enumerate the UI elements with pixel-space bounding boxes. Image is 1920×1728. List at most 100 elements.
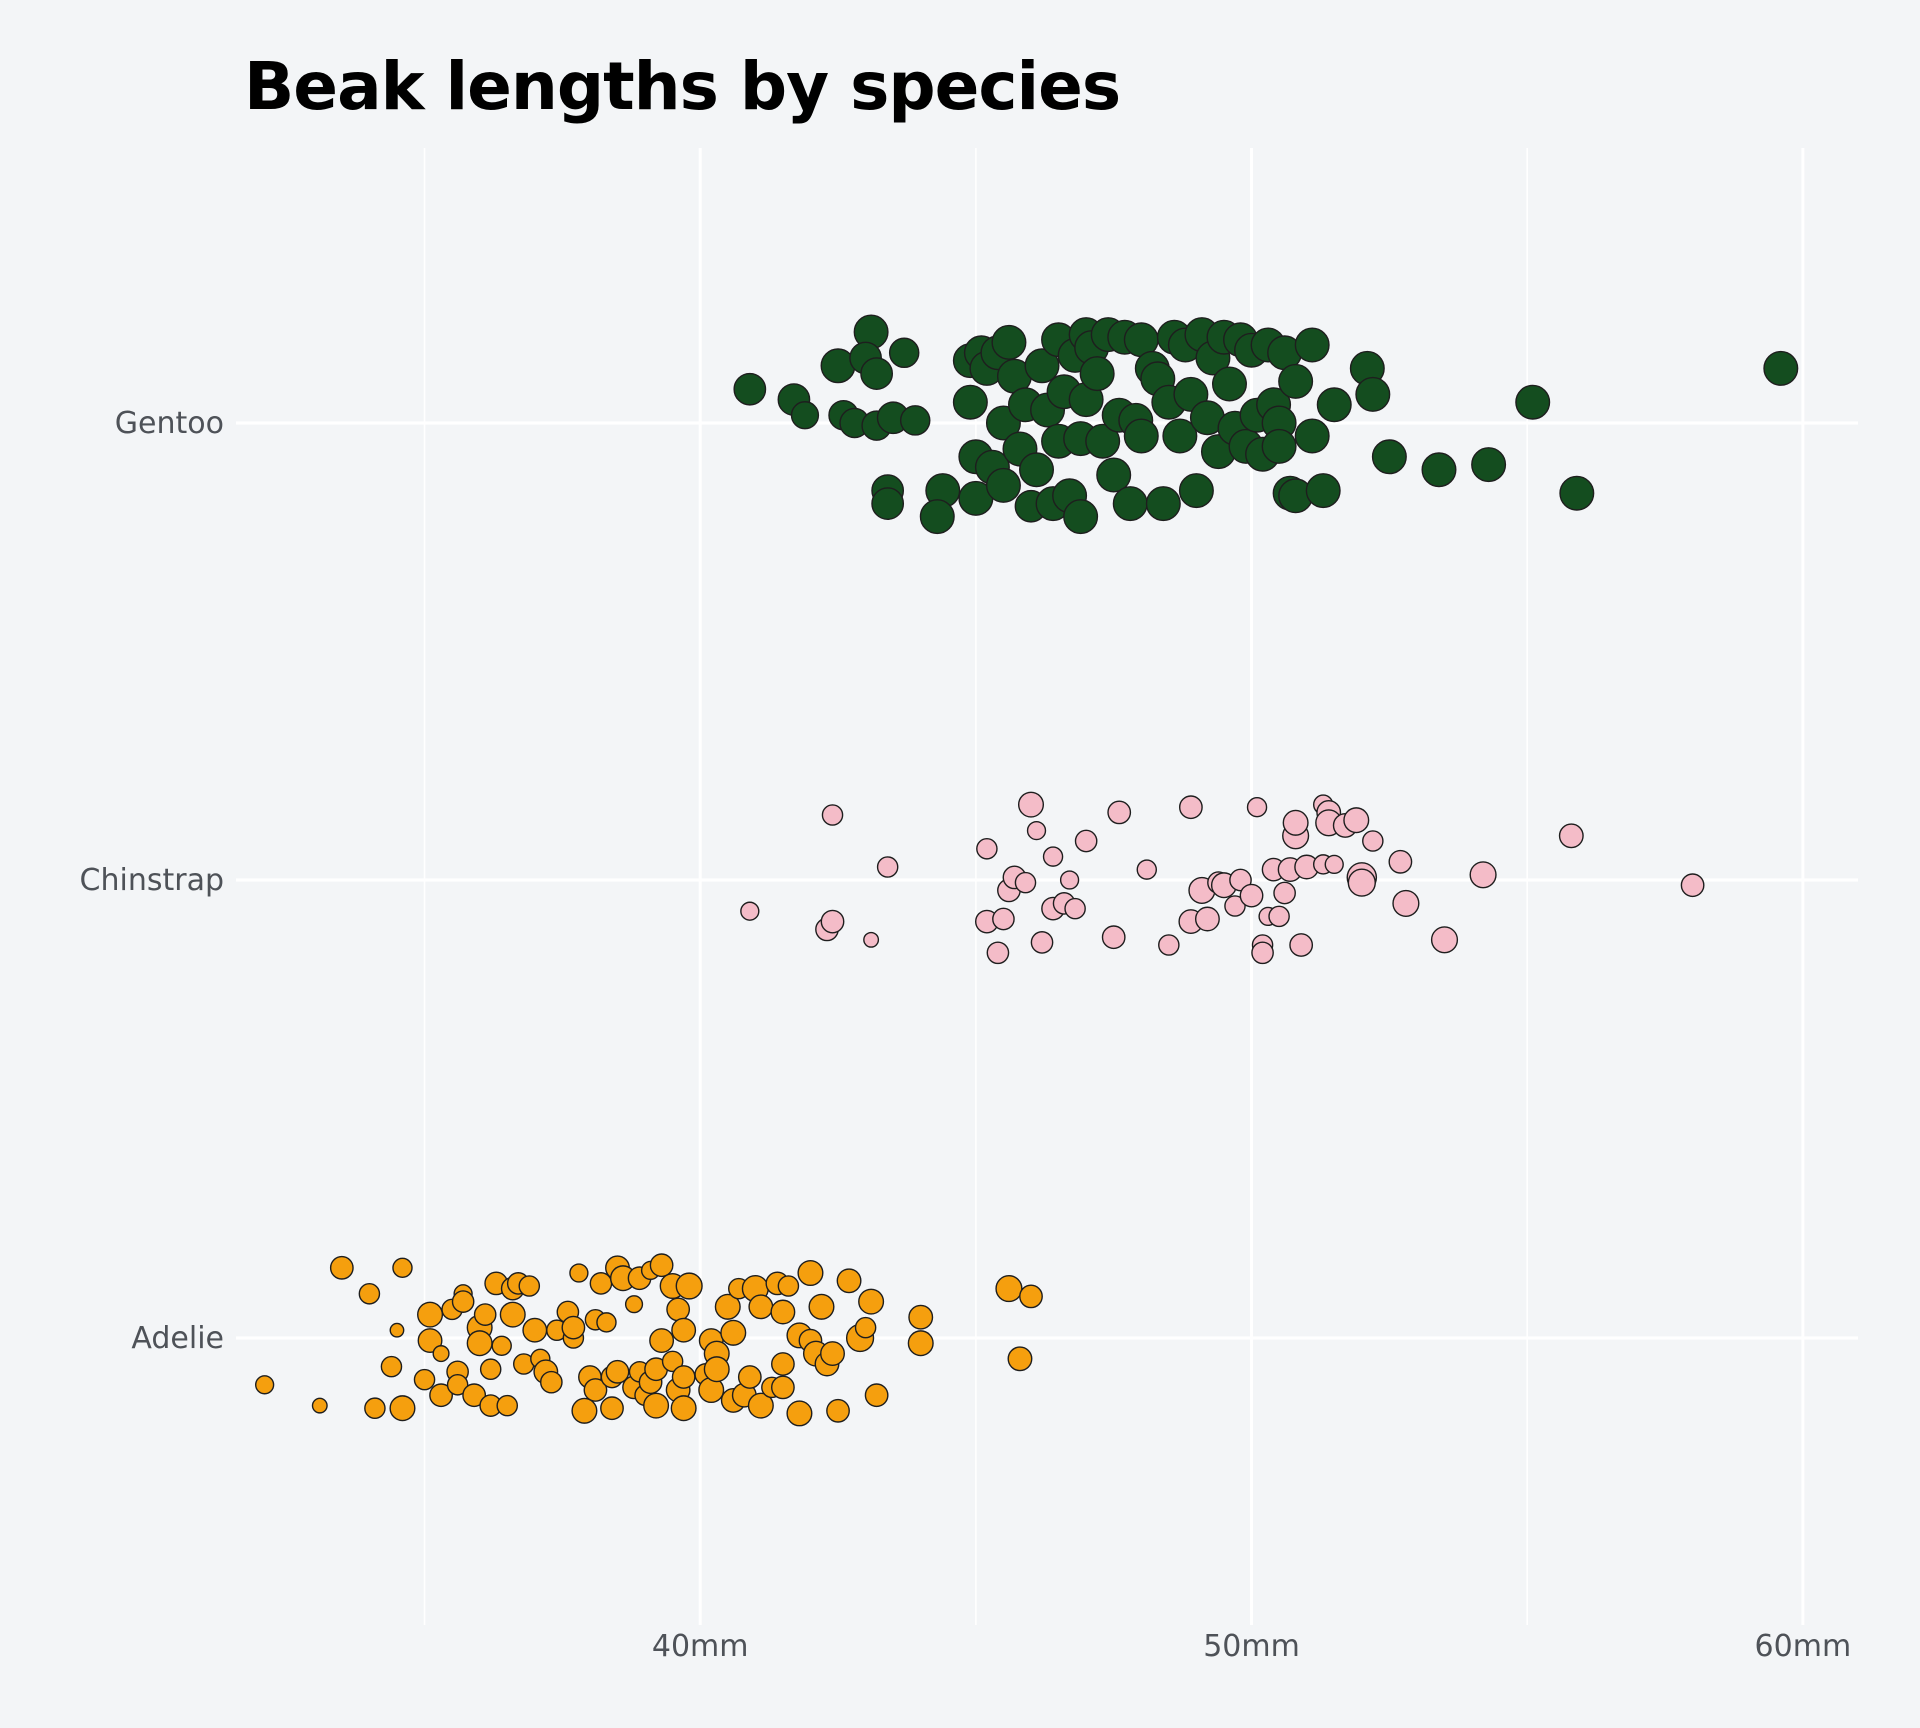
data-point — [1079, 356, 1115, 392]
axis-labels: 40mm 50mm 60mm Gentoo Chinstrap Adelie — [80, 406, 1852, 1664]
data-point — [1019, 1284, 1043, 1309]
data-point — [995, 1275, 1023, 1303]
data-point — [649, 1328, 675, 1354]
y-tick-label: Adelie — [131, 1321, 224, 1356]
data-point — [491, 1335, 512, 1357]
data-point — [413, 1368, 436, 1391]
data-point — [389, 1395, 416, 1422]
data-point — [952, 384, 988, 420]
data-point — [1294, 418, 1330, 454]
data-point — [649, 1253, 674, 1278]
data-point — [675, 1272, 703, 1300]
data-point — [1251, 941, 1274, 965]
data-point — [392, 1257, 413, 1279]
data-point — [254, 1375, 275, 1395]
x-tick-label: 40mm — [652, 1629, 749, 1664]
data-point — [771, 1352, 795, 1376]
data-point — [499, 1301, 526, 1328]
data-point — [571, 1397, 598, 1424]
data-point — [1268, 905, 1290, 928]
data-point — [703, 1356, 730, 1383]
data-point — [380, 1355, 403, 1378]
chart-title: Beak lengths by species — [244, 48, 1121, 125]
data-point — [596, 1312, 617, 1333]
data-point — [790, 401, 820, 430]
data-point — [1162, 418, 1198, 454]
data-point — [1289, 933, 1314, 957]
data-point — [1063, 499, 1099, 535]
data-point — [671, 1317, 697, 1343]
data-point — [820, 909, 845, 934]
data-point — [991, 324, 1027, 360]
data-point — [561, 1315, 586, 1340]
data-point — [985, 467, 1021, 503]
data-point — [1362, 830, 1384, 852]
data-point — [1471, 447, 1507, 483]
data-point — [748, 1294, 774, 1320]
data-point — [1305, 473, 1341, 509]
data-point — [797, 1259, 824, 1287]
data-point — [583, 1378, 608, 1402]
data-point — [786, 1400, 813, 1427]
data-point — [1211, 366, 1247, 402]
data-point — [1107, 800, 1132, 825]
data-point — [720, 1319, 747, 1346]
data-point — [569, 1263, 589, 1283]
data-point — [1469, 861, 1497, 889]
data-point — [1421, 452, 1457, 488]
data-point — [624, 1295, 644, 1314]
data-point — [1392, 889, 1420, 917]
data-point — [1026, 820, 1047, 841]
data-point — [1042, 846, 1064, 867]
data-point — [496, 1394, 519, 1417]
data-point — [432, 1345, 450, 1363]
data-point — [1316, 387, 1352, 423]
data-point — [1282, 809, 1309, 836]
data-point — [1239, 883, 1264, 908]
data-point — [747, 1392, 774, 1419]
data-point — [876, 856, 899, 878]
data-point — [358, 1283, 381, 1305]
data-point — [1014, 871, 1037, 894]
data-point — [1030, 931, 1054, 954]
data-point — [462, 1383, 487, 1408]
data-point — [1136, 859, 1158, 880]
data-point — [919, 499, 955, 535]
data-point — [1123, 418, 1159, 454]
data-point — [1145, 486, 1181, 522]
data-point — [737, 1365, 762, 1389]
data-point — [1064, 897, 1086, 920]
data-point — [1158, 934, 1180, 956]
data-point — [1558, 823, 1584, 849]
data-point — [329, 1255, 354, 1280]
data-point — [417, 1301, 444, 1328]
data-point — [854, 1316, 877, 1339]
data-point — [821, 804, 844, 826]
data-point — [1343, 807, 1370, 834]
data-point — [899, 405, 931, 436]
data-point — [858, 1288, 885, 1315]
data-point — [666, 1297, 691, 1322]
data-point — [1515, 384, 1551, 420]
data-point — [1085, 423, 1121, 459]
data-point — [860, 357, 894, 390]
data-point — [976, 838, 998, 860]
x-tick-label: 50mm — [1203, 1629, 1300, 1664]
data-point — [389, 1322, 405, 1338]
data-point — [1024, 348, 1060, 384]
data-point — [733, 372, 767, 406]
data-point — [820, 1341, 845, 1367]
data-point — [417, 1328, 443, 1354]
data-point — [671, 1365, 696, 1389]
data-point — [1680, 873, 1705, 898]
data-point — [1388, 849, 1413, 874]
data-point — [1178, 473, 1214, 509]
series-adelie — [254, 1253, 1043, 1427]
y-tick-label: Gentoo — [115, 406, 224, 441]
series-gentoo — [733, 314, 1799, 535]
data-point — [1194, 906, 1220, 932]
data-point — [714, 1293, 741, 1320]
data-point — [364, 1397, 386, 1419]
data-point — [1246, 796, 1268, 818]
